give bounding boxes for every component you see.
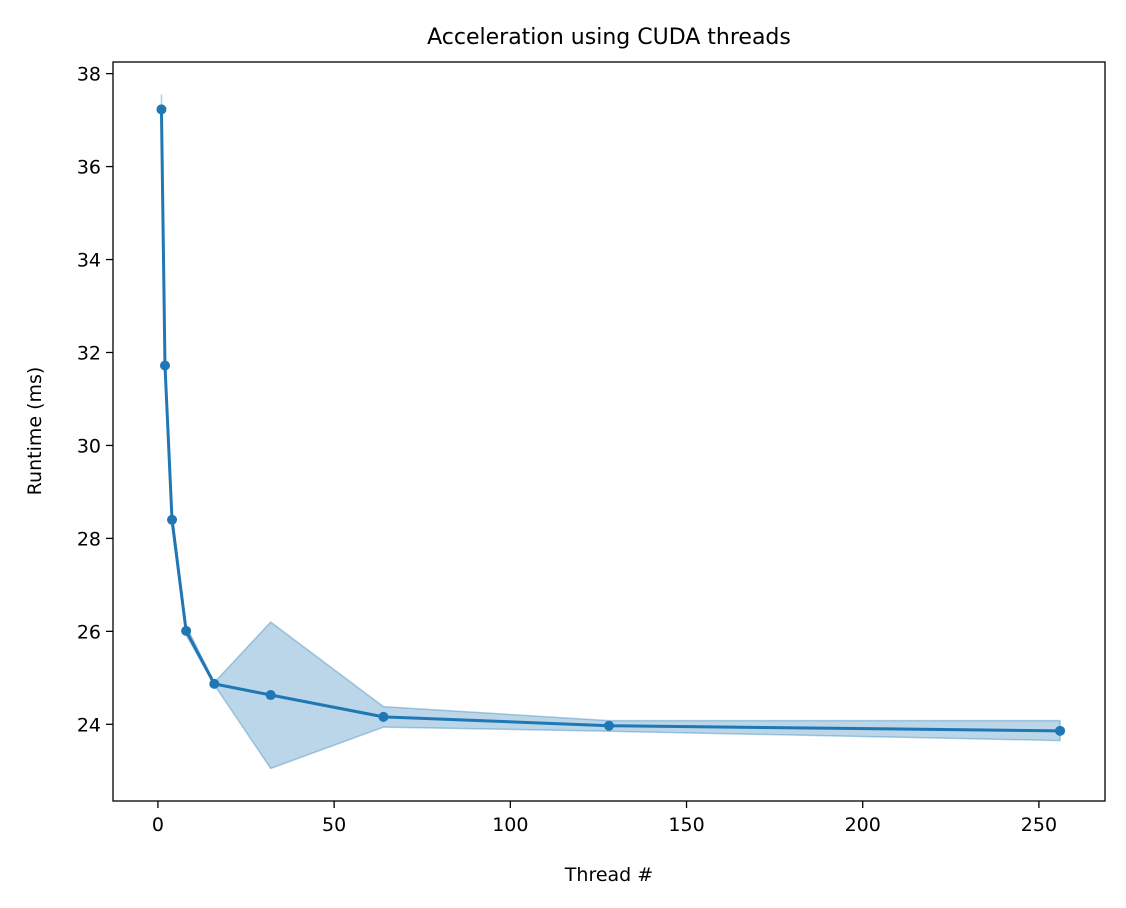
- x-tick-label: 50: [322, 814, 346, 836]
- data-point: [181, 625, 192, 636]
- y-tick-label: 38: [77, 64, 101, 86]
- y-tick-label: 36: [77, 157, 101, 179]
- y-tick-label: 30: [77, 435, 101, 457]
- y-axis-ticks: 24 26 28 30 32 34 36 38: [77, 64, 113, 736]
- y-tick-label: 28: [77, 528, 101, 550]
- data-point-layer: [156, 104, 1066, 736]
- chart-title: Acceleration using CUDA threads: [427, 25, 791, 50]
- plot-frame: [112, 61, 1106, 802]
- x-tick-label: 100: [492, 814, 528, 836]
- data-point: [604, 720, 614, 731]
- y-axis-label: Runtime (ms): [24, 367, 46, 496]
- x-axis-label: Thread #: [564, 864, 653, 886]
- x-tick-label: 150: [668, 814, 704, 836]
- y-tick-label: 24: [77, 714, 101, 736]
- data-point: [265, 690, 276, 701]
- data-point: [1055, 725, 1066, 736]
- x-tick-label: 0: [152, 814, 164, 836]
- data-point: [156, 104, 167, 115]
- data-point: [159, 360, 170, 371]
- data-point: [378, 711, 389, 722]
- data-point: [209, 678, 220, 689]
- y-tick-label: 26: [77, 621, 101, 643]
- x-tick-label: 200: [845, 814, 881, 836]
- data-point: [167, 514, 178, 525]
- x-tick-label: 250: [1021, 814, 1057, 836]
- y-tick-label: 32: [77, 342, 101, 364]
- y-tick-label: 34: [77, 250, 101, 272]
- x-axis-ticks: 0 50 100 150 200 250: [152, 801, 1057, 836]
